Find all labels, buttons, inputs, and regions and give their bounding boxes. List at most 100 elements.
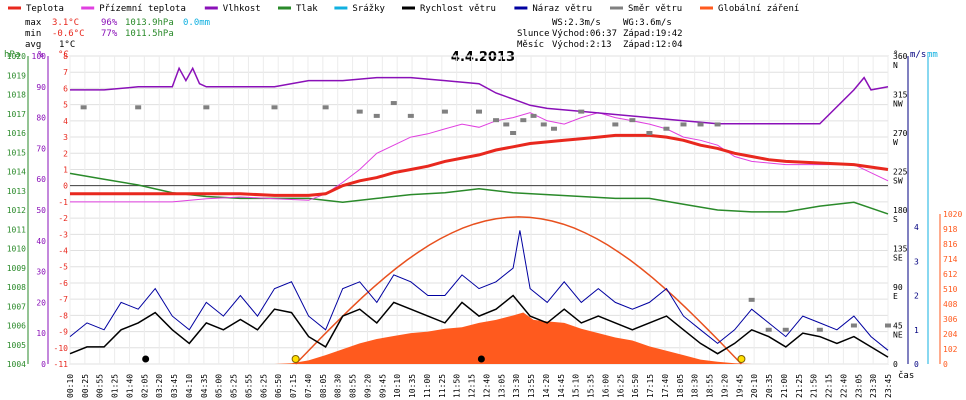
unit-hpa: hPa <box>4 50 20 60</box>
rad-tick-9: 102 <box>943 345 958 354</box>
x-tick-46: 20:10 <box>750 374 759 398</box>
x-tick-25: 11:25 <box>438 374 447 398</box>
deg-tick-3: 225 <box>893 168 908 177</box>
unit-degc: °C <box>58 50 69 60</box>
deg-tick-1: 315 <box>893 91 908 100</box>
x-tick-26: 11:50 <box>453 374 462 398</box>
pct-tick-0: 100 <box>32 52 47 61</box>
pct-tick-4: 60 <box>36 175 46 184</box>
deg-tick-2: 270 <box>893 129 908 138</box>
wind-dir-point-4 <box>322 105 329 110</box>
stat-slunce-vychod: Východ:06:37 <box>552 29 617 39</box>
x-tick-20: 09:20 <box>363 374 372 398</box>
deg-dir-6: E <box>893 292 898 301</box>
pct-tick-10: 0 <box>41 360 46 369</box>
wind-dir-point-22 <box>663 126 670 131</box>
series-rychlost-vetru <box>69 294 889 358</box>
x-tick-11: 05:25 <box>230 374 239 398</box>
wind-dir-point-16 <box>540 122 547 127</box>
x-tick-19: 08:55 <box>349 374 358 398</box>
deg-tick-7: 45 <box>893 322 903 331</box>
x-tick-23: 10:35 <box>408 374 417 398</box>
wind-dir-point-31 <box>885 323 891 328</box>
x-tick-49: 21:25 <box>795 374 804 398</box>
legend-label-8: Globální záření <box>718 4 799 14</box>
deg-dir-1: NW <box>893 100 903 109</box>
wind-dir-point-11 <box>493 118 500 123</box>
degc-tick-18: -10 <box>54 344 69 353</box>
deg-dir-3: SW <box>893 177 903 186</box>
degc-tick-3: 5 <box>63 101 68 110</box>
x-tick-34: 15:10 <box>572 374 581 398</box>
unit-deg: ° <box>893 50 898 60</box>
degc-tick-10: -2 <box>58 214 68 223</box>
ms-tick-4: 0 <box>914 360 919 369</box>
stat-slunce-label: Slunce <box>517 29 550 39</box>
x-tick-0: 00:10 <box>66 374 75 398</box>
rad-tick-5: 510 <box>943 285 958 294</box>
degc-tick-16: -8 <box>58 311 68 320</box>
rad-tick-7: 306 <box>943 315 958 324</box>
x-tick-4: 01:40 <box>125 374 134 398</box>
stat-max-temp: 3.1°C <box>52 18 79 28</box>
wind-dir-point-6 <box>373 113 380 118</box>
x-tick-51: 22:15 <box>825 374 834 398</box>
hpa-tick-4: 1016 <box>7 129 26 138</box>
wind-dir-point-5 <box>356 109 363 114</box>
degc-tick-13: -5 <box>58 263 68 272</box>
stat-min-press: 1011.5hPa <box>125 29 174 39</box>
hpa-tick-2: 1018 <box>7 91 26 100</box>
wind-dir-point-25 <box>714 122 721 127</box>
stat-avg-temp: 1°C <box>59 40 75 50</box>
ms-tick-1: 3 <box>914 257 919 266</box>
degc-tick-19: -11 <box>54 360 69 369</box>
wind-dir-point-13 <box>510 131 517 135</box>
wind-dir-point-7 <box>390 101 397 106</box>
x-tick-32: 14:20 <box>542 374 551 398</box>
wind-dir-point-14 <box>520 118 527 123</box>
deg-dir-7: NE <box>893 331 903 340</box>
unit-mm: mm <box>927 50 938 60</box>
unit-ms: m/s <box>910 50 926 60</box>
x-tick-27: 12:15 <box>468 374 477 398</box>
x-tick-36: 16:00 <box>601 374 610 398</box>
stat-wg: WG:3.6m/s <box>623 18 672 28</box>
deg-dir-2: W <box>893 138 898 147</box>
hpa-tick-12: 1008 <box>7 283 26 292</box>
wind-dir-point-9 <box>441 109 448 114</box>
hpa-tick-16: 1004 <box>7 360 26 369</box>
rad-tick-0: 1020 <box>943 210 962 219</box>
stat-min-hum: 77% <box>101 29 118 39</box>
wind-dir-point-10 <box>476 109 482 114</box>
pct-tick-2: 80 <box>36 114 46 123</box>
pct-tick-5: 50 <box>36 206 46 215</box>
x-tick-33: 14:45 <box>557 374 566 398</box>
degc-tick-4: 4 <box>63 117 68 126</box>
stat-slunce-zapad: Západ:19:42 <box>623 29 683 39</box>
plot-area <box>69 66 891 365</box>
wind-dir-point-28 <box>782 327 789 332</box>
stat-max-press: 1013.9hPa <box>125 18 174 28</box>
x-tick-43: 18:55 <box>706 374 715 398</box>
deg-dir-0: N <box>893 61 898 70</box>
hpa-tick-5: 1015 <box>7 148 26 157</box>
axis-units: hPa % °C ° m/s mm čas <box>4 50 938 381</box>
x-tick-30: 13:30 <box>512 374 521 398</box>
hpa-tick-1: 1019 <box>7 71 26 80</box>
ms-tick-2: 2 <box>914 292 919 301</box>
series-naraz-vetru <box>69 230 889 351</box>
hpa-tick-14: 1006 <box>7 322 26 331</box>
wind-dir-point-29 <box>816 327 823 332</box>
x-tick-18: 08:30 <box>334 374 343 398</box>
deg-dir-4: S <box>893 215 898 224</box>
x-tick-2: 00:55 <box>96 374 105 398</box>
x-tick-3: 01:25 <box>111 374 120 398</box>
pct-tick-6: 40 <box>36 237 46 246</box>
right-axes: 36031527022518013590450NNWWSWSSEENE43210… <box>893 52 962 369</box>
wind-dir-point-24 <box>697 122 704 127</box>
x-tick-28: 12:40 <box>482 374 491 398</box>
x-tick-7: 03:45 <box>170 374 179 398</box>
deg-tick-0: 360 <box>893 52 908 61</box>
ms-tick-0: 4 <box>914 223 919 232</box>
